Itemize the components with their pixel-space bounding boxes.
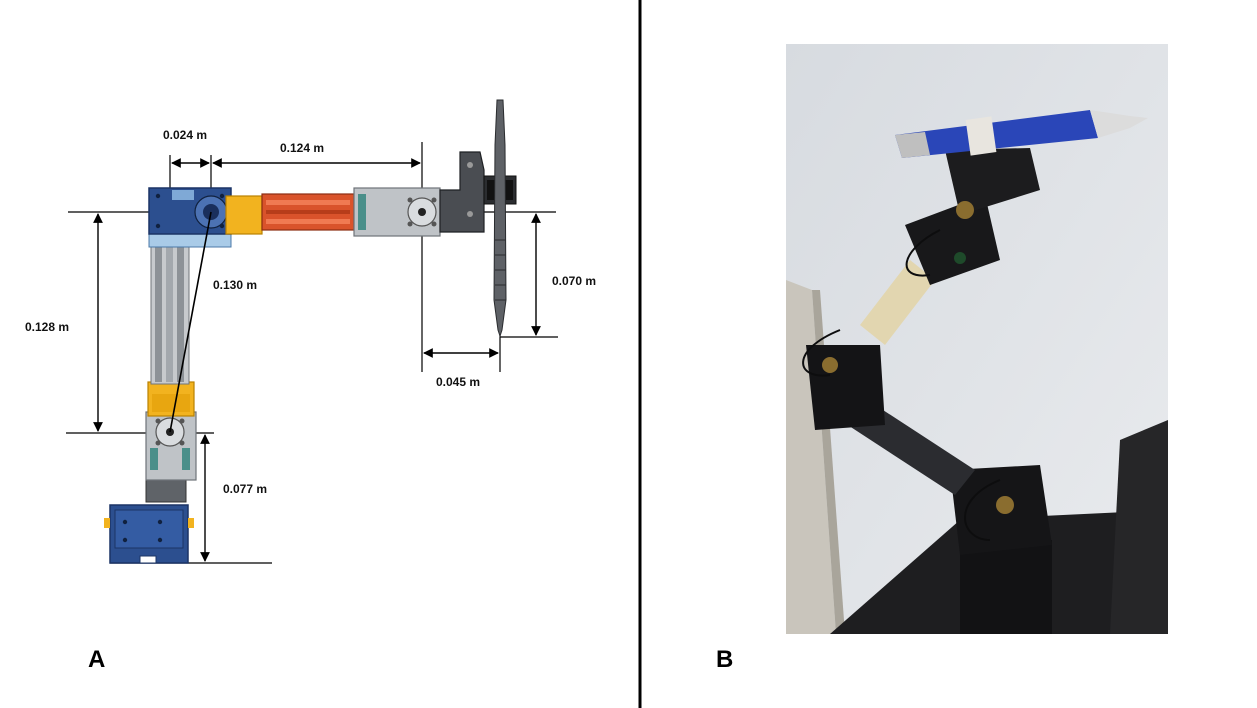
panel-letter-b: B — [716, 646, 733, 673]
base-block — [104, 504, 194, 564]
label-pen-offset: 0.045 m — [436, 375, 480, 389]
panel-b-photo: B — [716, 44, 1168, 673]
shoulder-block — [148, 187, 232, 248]
lower-bracket — [147, 381, 195, 417]
label-upper-arm-height: 0.128 m — [25, 320, 69, 334]
label-diagonal: 0.130 m — [213, 278, 257, 292]
label-forearm-length: 0.124 m — [280, 141, 324, 155]
label-upper-offset: 0.024 m — [163, 128, 207, 142]
pen-holder — [439, 151, 517, 233]
forearm — [225, 187, 441, 237]
panel-letter-a: A — [88, 646, 105, 673]
pen — [493, 99, 507, 338]
panel-a-diagram: 0.024 m 0.124 m 0.130 m 0.128 m 0.070 m … — [25, 99, 596, 673]
label-pen-drop: 0.070 m — [552, 274, 596, 288]
diagonal-line — [169, 211, 212, 433]
label-base-height: 0.077 m — [223, 482, 267, 496]
